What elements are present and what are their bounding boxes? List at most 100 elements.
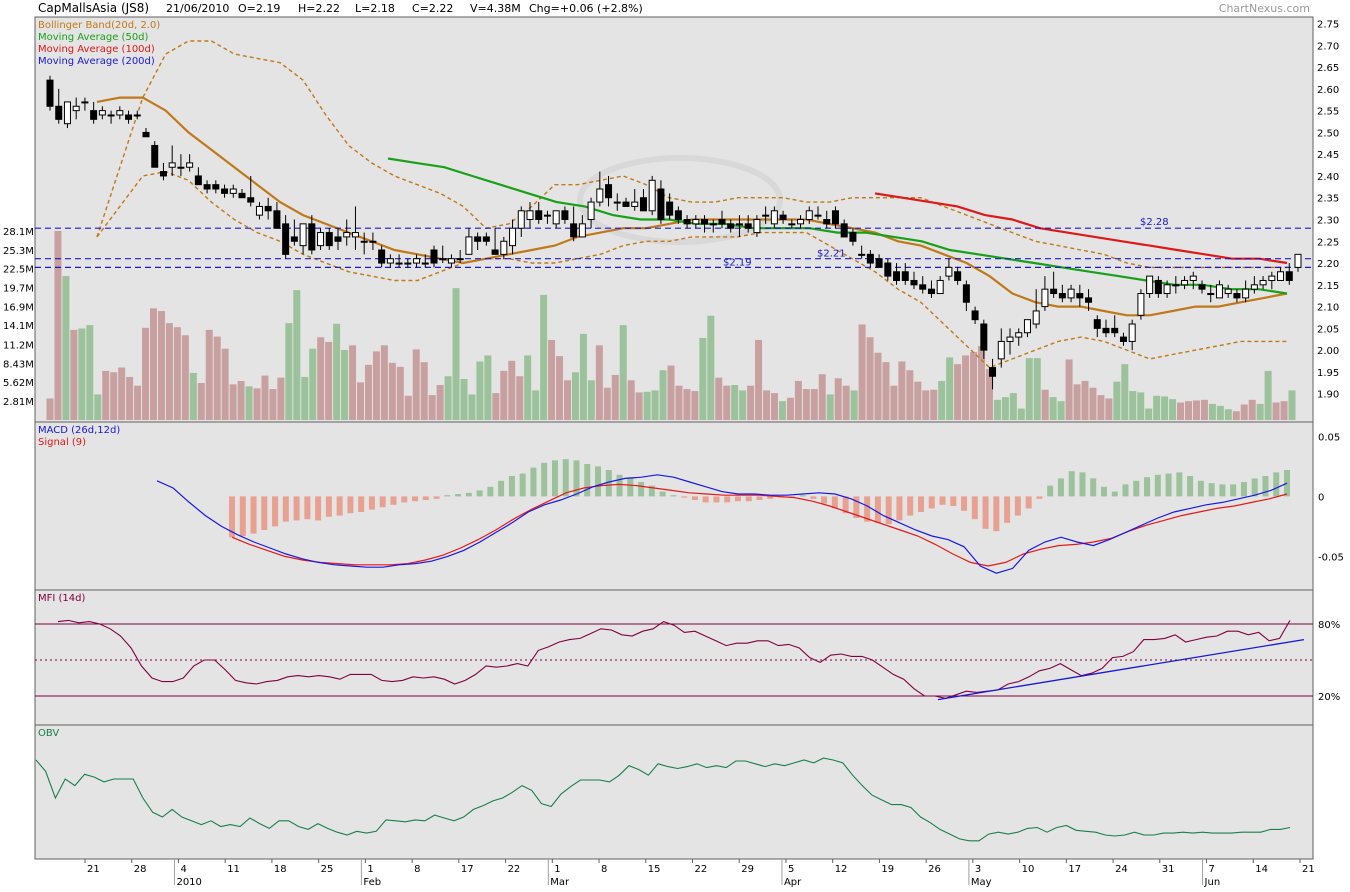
volume-bar	[1288, 390, 1296, 420]
price-tick-label: 2.05	[1317, 324, 1339, 335]
candle-body	[421, 262, 429, 265]
x-tick-label: 15	[648, 864, 661, 875]
macd-histogram-bar	[1100, 486, 1107, 497]
candle-body	[221, 188, 229, 194]
mfi-trendline	[937, 638, 1305, 701]
volume-bar	[380, 345, 388, 420]
macd-histogram-bar	[821, 496, 828, 504]
volume-tick-label: 28.1M	[3, 227, 34, 238]
macd-histogram-bar	[379, 496, 386, 508]
price-tick-label: 2.40	[1317, 172, 1339, 183]
candle-body	[203, 184, 211, 190]
legend-bollinger: Bollinger Band(20d, 2.0)	[38, 20, 160, 31]
volume-bar	[993, 399, 1001, 420]
macd-histogram-bar	[541, 462, 548, 497]
macd-histogram-bar	[1004, 496, 1011, 523]
volume-bar	[253, 388, 261, 420]
macd-histogram-bar	[1014, 496, 1021, 516]
macd-histogram-bar	[368, 496, 375, 510]
candle-body	[840, 223, 848, 238]
volume-bar	[134, 385, 142, 420]
candle-body	[456, 258, 464, 261]
candle-body	[1154, 279, 1162, 295]
brand-label: ChartNexus.com	[1219, 2, 1310, 15]
macd-histogram-bar	[573, 460, 580, 497]
candle-body	[1207, 293, 1215, 296]
candle-body	[369, 240, 377, 243]
volume-bar	[778, 401, 786, 420]
price-levels: $2.28 $2.21 $2.19	[35, 217, 1313, 268]
candle-body	[395, 262, 403, 265]
volume-bar	[1129, 391, 1137, 420]
macd-tick-label: 0.05	[1318, 432, 1340, 443]
macd-histogram-bar	[455, 494, 462, 497]
candle-body	[1224, 288, 1232, 295]
candle-body	[797, 219, 805, 225]
macd-histogram-bar	[681, 496, 688, 498]
volume-bar	[285, 323, 293, 420]
symbol-label: CapMallsAsia (JS8)	[38, 1, 149, 15]
volume-bar	[802, 389, 810, 420]
volume-bar	[794, 380, 802, 420]
volume-bar	[94, 394, 102, 420]
macd-histogram-bar	[734, 496, 741, 502]
period-label: Jun	[1204, 877, 1221, 888]
volume-bar	[524, 355, 532, 420]
macd-histogram-bar	[853, 496, 860, 518]
volume-bar	[1025, 358, 1033, 420]
candle-body	[753, 219, 761, 234]
volume-bar	[1153, 395, 1161, 420]
candle-body	[1294, 253, 1302, 268]
candle-body	[1189, 275, 1197, 281]
macd-histogram-bar	[638, 482, 645, 497]
candle-body	[63, 101, 71, 125]
candle-body	[474, 236, 482, 242]
candle-body	[317, 232, 325, 247]
volume-bar	[699, 337, 707, 420]
volume-bar	[86, 325, 94, 420]
volume-bar	[325, 341, 333, 420]
macd-histogram-bar	[928, 496, 935, 509]
price-tick-label: 2.35	[1317, 194, 1339, 205]
volume-bar	[516, 376, 524, 420]
volume-bar	[874, 352, 882, 420]
candle-body	[674, 210, 682, 221]
volume-bar	[110, 372, 118, 420]
candle-body	[866, 253, 874, 264]
macd-histogram-bar	[433, 496, 440, 499]
volume-bars	[46, 230, 1296, 420]
volume-bar	[1033, 358, 1041, 420]
volume-bar	[293, 290, 301, 420]
macd-histogram-bar	[939, 496, 946, 505]
candle-body	[1015, 332, 1023, 338]
obv-line	[35, 757, 1291, 842]
volume-bar	[627, 380, 635, 420]
volume-bar	[643, 391, 651, 420]
candle-body	[709, 223, 717, 226]
macd-histogram-bar	[325, 496, 332, 517]
volume-bar	[245, 386, 253, 420]
price-tick-label: 2.45	[1317, 150, 1339, 161]
candle-body	[212, 184, 220, 190]
volume-bar	[428, 395, 436, 420]
candle-body	[1119, 336, 1127, 342]
candle-body	[727, 223, 735, 229]
volume-bar	[755, 339, 763, 420]
volume-bar	[1240, 404, 1248, 420]
macd-histogram-bar	[272, 496, 279, 527]
candle-body	[1032, 310, 1040, 325]
volume-bar	[277, 377, 285, 420]
macd-histogram-bar	[595, 466, 602, 497]
price-tick-label: 2.65	[1317, 63, 1339, 74]
volume-bar	[229, 384, 237, 420]
volume-bar	[54, 230, 62, 420]
macd-histogram-bar	[562, 459, 569, 497]
volume-bar	[595, 345, 603, 420]
candle-body	[762, 214, 770, 217]
candle-body	[997, 340, 1005, 360]
candle-body	[570, 223, 578, 238]
price-tick-label: 2.15	[1317, 281, 1339, 292]
volume-bar	[1256, 403, 1264, 420]
candle-body	[1006, 336, 1014, 342]
